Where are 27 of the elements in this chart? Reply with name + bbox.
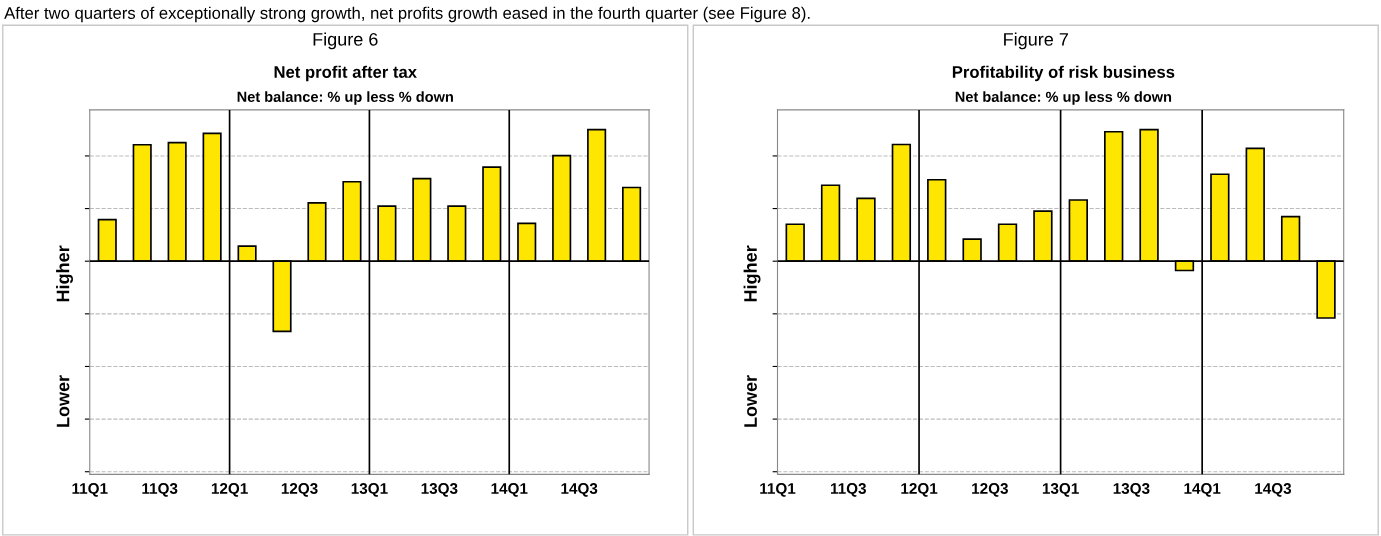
x-tick-label: 11Q1 [72, 483, 108, 497]
chart-title: Figure 7 [1004, 32, 1068, 50]
text: Net balance: % up less % down [237, 91, 453, 105]
x-tick-label: 11Q3 [142, 483, 178, 497]
x-tick-label: 14Q3 [1255, 483, 1292, 497]
text: Higher [743, 245, 761, 302]
x-tick-label: 11Q3 [830, 483, 866, 497]
x-tick-label: 13Q1 [351, 483, 388, 497]
chart-subtitle: Profitability of risk business [952, 65, 1175, 82]
x-tick-label: 13Q3 [421, 483, 458, 497]
x-tick-label: 13Q3 [1113, 483, 1150, 497]
x-tick-label: 12Q3 [281, 483, 318, 497]
x-tick-label: 14Q3 [561, 483, 598, 497]
text: Lower [56, 375, 70, 427]
chart-subtitle: Net profit after tax [274, 65, 417, 82]
text: Lower [744, 375, 757, 427]
x-tick-label: 12Q1 [901, 483, 938, 497]
x-tick-label: 14Q1 [1184, 483, 1221, 497]
text: Net balance: % up less % down [955, 91, 1172, 105]
x-tick-label: 11Q1 [760, 483, 796, 497]
x-tick-label: 12Q1 [211, 483, 248, 497]
text: After two quarters of exceptionally strong growth, net profits growth eased in the fourth quarter (see Figure 8). [4, 6, 810, 23]
text: Higher [56, 245, 73, 302]
x-tick-label: 14Q1 [491, 483, 528, 497]
chart-title: Figure 6 [313, 32, 378, 50]
x-tick-label: 13Q1 [1042, 483, 1079, 497]
x-tick-label: 12Q3 [972, 483, 1008, 497]
